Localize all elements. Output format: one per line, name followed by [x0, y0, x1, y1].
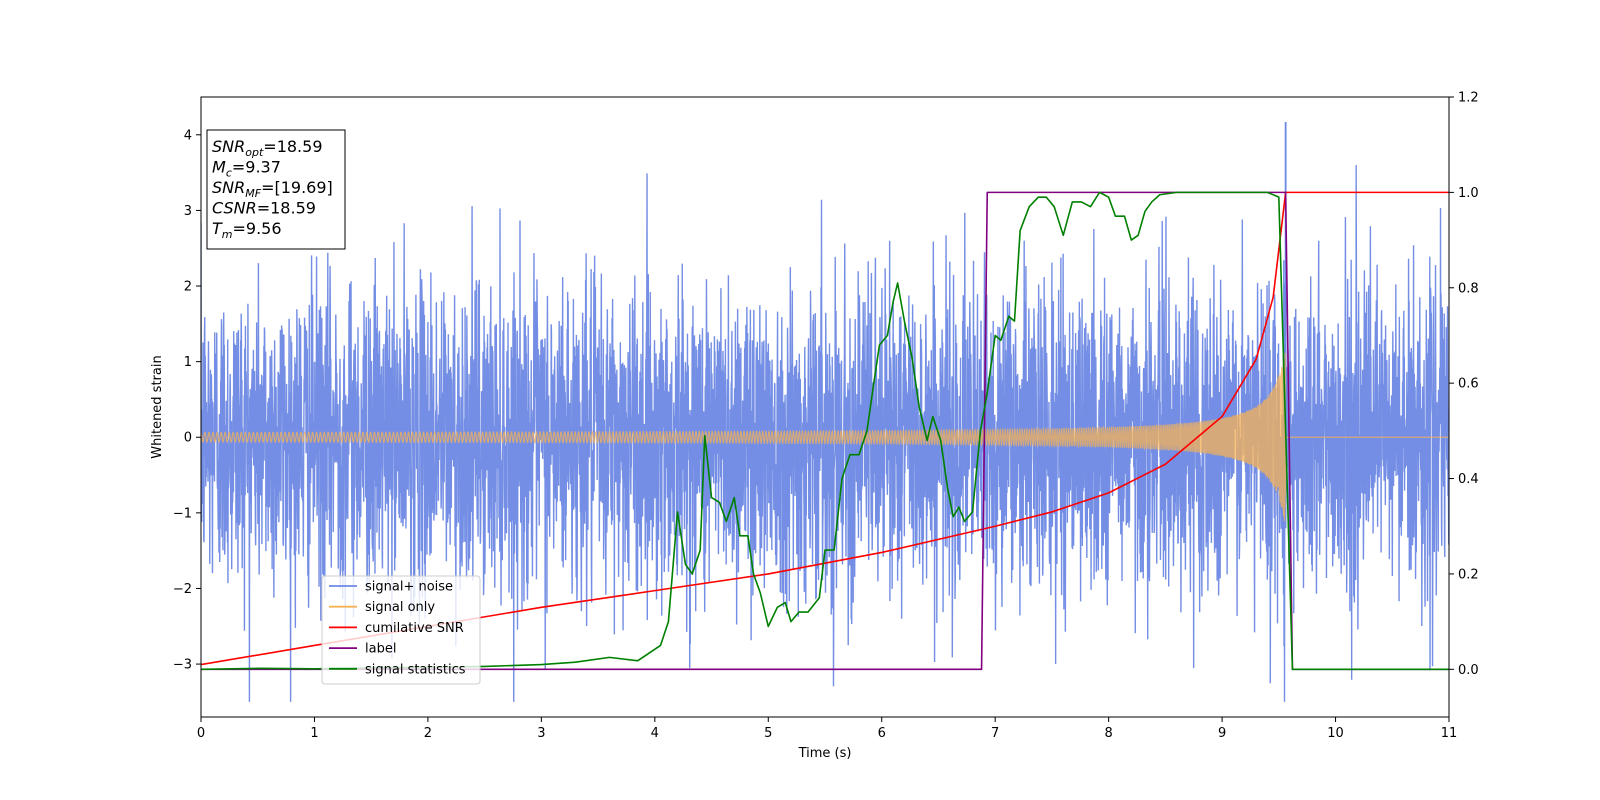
x-tick-label: 8	[1104, 726, 1112, 741]
info-value: =18.59	[257, 199, 316, 218]
y-left-tick-label: 2	[184, 280, 192, 295]
x-axis-title: Time (s)	[798, 746, 852, 761]
info-sub: opt	[245, 146, 264, 159]
legend-label: signal only	[365, 600, 435, 615]
y-right-tick-label: 1.2	[1458, 91, 1479, 106]
x-tick-label: 11	[1441, 726, 1458, 741]
y-axis-title: Whitened strain	[150, 355, 165, 458]
legend-label: signal statistics	[365, 662, 466, 677]
info-sub: MF	[245, 187, 261, 200]
series-signal-statistics	[201, 191, 1449, 671]
x-tick-label: 7	[991, 726, 999, 741]
series-layer	[201, 121, 1449, 702]
x-tick-label: 3	[537, 726, 545, 741]
info-sub: m	[222, 228, 233, 241]
x-tick-label: 10	[1327, 726, 1344, 741]
x-tick-label: 6	[878, 726, 886, 741]
y-right-tick-label: 1.0	[1458, 186, 1479, 201]
legend-frame	[321, 575, 481, 685]
info-value: =18.59	[263, 137, 322, 156]
x-tick-label: 1	[310, 726, 318, 741]
x-tick-label: 0	[197, 726, 205, 741]
x-tick-label: 9	[1218, 726, 1226, 741]
info-var: M	[212, 158, 226, 177]
info-sub: c	[226, 167, 232, 180]
plot-frame	[200, 96, 1450, 718]
x-tick-label: 4	[651, 726, 659, 741]
series-signal-plus-noise	[201, 165, 1449, 702]
info-box: SNRopt=18.59Mc=9.37SNRMF=[19.69]CSNR=18.…	[206, 129, 346, 250]
info-value: =[19.69]	[261, 178, 333, 197]
y-left-tick-label: 3	[184, 204, 192, 219]
info-var: SNR	[212, 178, 245, 197]
series-signal-only	[201, 352, 1449, 522]
info-var: CSNR	[212, 199, 257, 218]
legend-label: signal+ noise	[365, 580, 453, 595]
y-right-tick-label: 0.0	[1458, 663, 1479, 678]
y-right-tick-label: 0.4	[1458, 472, 1479, 487]
series-cumilative-snr	[201, 191, 1449, 666]
legend-label: cumilative SNR	[365, 621, 464, 636]
y-left-tick-label: −3	[173, 658, 192, 673]
y-left-tick-label: −1	[173, 506, 192, 521]
y-left-tick-label: 4	[184, 128, 192, 143]
y-left-tick-label: 1	[184, 355, 192, 370]
y-right-tick-label: 0.8	[1458, 281, 1479, 296]
info-box-line: SNRopt=18.59	[212, 137, 323, 159]
y-axis-right: 0.0 0.2 0.4 0.6 0.8 1.0 1.2	[1449, 91, 1479, 678]
info-box-line: Tm=9.56	[212, 219, 282, 241]
y-right-tick-label: 0.2	[1458, 567, 1479, 582]
info-var: T	[212, 219, 223, 238]
info-value: =9.37	[232, 158, 281, 177]
info-value: =9.56	[233, 219, 282, 238]
info-box-line: Mc=9.37	[212, 158, 281, 180]
legend: signal+ noise signal only cumilative SNR la…	[321, 575, 481, 685]
y-left-tick-label: 0	[184, 431, 192, 446]
y-left-tick-label: −2	[173, 582, 192, 597]
info-box-frame	[206, 129, 346, 250]
x-tick-label: 2	[424, 726, 432, 741]
y-axis-left: −3 −2 −1 0 1 2 3 4	[173, 128, 201, 673]
x-tick-label: 5	[764, 726, 772, 741]
legend-label: label	[365, 642, 396, 657]
y-right-tick-label: 0.6	[1458, 377, 1479, 392]
info-box-line: SNRMF=[19.69]	[212, 178, 333, 200]
x-axis: 0 1 2 3 4 5 6 7 8 9 10 11	[197, 717, 1457, 741]
info-box-line: CSNR=18.59	[212, 199, 316, 218]
info-var: SNR	[212, 137, 245, 156]
